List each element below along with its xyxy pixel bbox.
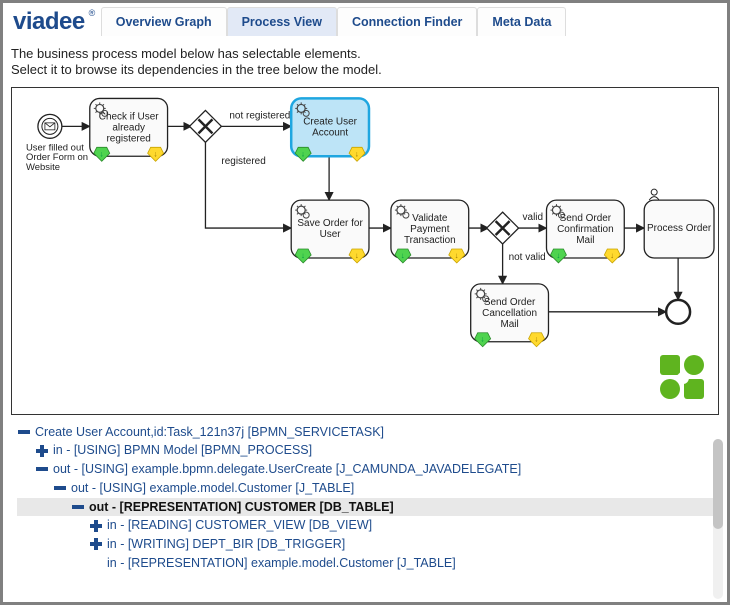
svg-text:↓: ↓ xyxy=(355,250,359,259)
intro-text: The business process model below has sel… xyxy=(3,38,727,85)
svg-text:Account: Account xyxy=(312,127,348,138)
logo-text: viadee xyxy=(13,8,85,35)
svg-text:Payment: Payment xyxy=(410,224,450,235)
svg-text:Validate: Validate xyxy=(412,213,448,224)
tab-process-view[interactable]: Process View xyxy=(227,7,337,36)
svg-text:Save Order for: Save Order for xyxy=(297,218,363,229)
svg-text:User: User xyxy=(320,229,342,240)
logo-reg: ® xyxy=(89,8,95,18)
tree-row[interactable]: out - [USING] example.model.Customer [J_… xyxy=(17,479,717,498)
bpmn-diagram[interactable]: not registered registered valid not valid Us… xyxy=(11,87,719,415)
scrollbar-thumb[interactable] xyxy=(713,439,723,529)
collapse-icon[interactable] xyxy=(53,481,67,495)
task-create[interactable]: Create UserAccount ↓ ↓ xyxy=(291,98,369,161)
svg-text:Process Order: Process Order xyxy=(647,223,712,234)
tree-label: in - [READING] CUSTOMER_VIEW [DB_VIEW] xyxy=(107,516,372,535)
tree-row[interactable]: in - [READING] CUSTOMER_VIEW [DB_VIEW] xyxy=(17,516,717,535)
svg-text:↓: ↓ xyxy=(100,149,104,158)
tab-connection-finder[interactable]: Connection Finder xyxy=(337,7,477,36)
svg-text:Website: Website xyxy=(26,162,60,173)
expand-icon[interactable] xyxy=(35,444,49,458)
svg-text:Send Order: Send Order xyxy=(560,213,612,224)
svg-text:↓: ↓ xyxy=(556,250,560,259)
intro-line-2: Select it to browse its dependencies in … xyxy=(11,62,717,78)
svg-text:↓: ↓ xyxy=(301,149,305,158)
svg-text:Cancellation: Cancellation xyxy=(482,307,537,318)
intro-line-1: The business process model below has sel… xyxy=(11,46,717,62)
corner-logo-icon xyxy=(660,355,706,404)
tree-row[interactable]: in - [REPRESENTATION] example.model.Cust… xyxy=(17,554,717,573)
svg-text:Create User: Create User xyxy=(303,116,357,127)
expand-icon[interactable] xyxy=(89,519,103,533)
tree-label: out - [REPRESENTATION] CUSTOMER [DB_TABL… xyxy=(89,498,394,517)
tree-label: in - [USING] BPMN Model [BPMN_PROCESS] xyxy=(53,441,312,460)
scrollbar[interactable] xyxy=(713,439,723,599)
bpmn-svg: not registered registered valid not valid Us… xyxy=(12,88,718,414)
collapse-icon[interactable] xyxy=(71,500,85,514)
task-process[interactable]: Process Order xyxy=(644,189,714,258)
svg-text:Send Order: Send Order xyxy=(484,296,536,307)
expand-icon[interactable] xyxy=(89,537,103,551)
svg-text:registered: registered xyxy=(106,133,150,144)
tabs: Overview GraphProcess ViewConnection Fin… xyxy=(101,7,567,36)
svg-text:not registered: not registered xyxy=(229,110,290,121)
task-cancel[interactable]: Send OrderCancellationMail ↓ ↓ xyxy=(471,283,549,346)
tab-overview-graph[interactable]: Overview Graph xyxy=(101,7,227,36)
dependency-tree[interactable]: Create User Account,id:Task_121n37j [BPM… xyxy=(3,415,727,577)
svg-text:↓: ↓ xyxy=(301,250,305,259)
collapse-icon[interactable] xyxy=(35,462,49,476)
task-save[interactable]: Save Order forUser ↓ ↓ xyxy=(291,200,369,263)
tree-label: in - [WRITING] DEPT_BIR [DB_TRIGGER] xyxy=(107,535,345,554)
tree-row[interactable]: in - [WRITING] DEPT_BIR [DB_TRIGGER] xyxy=(17,535,717,554)
tree-row[interactable]: out - [USING] example.bpmn.delegate.User… xyxy=(17,460,717,479)
tree-row[interactable]: Create User Account,id:Task_121n37j [BPM… xyxy=(17,423,717,442)
task-confirm[interactable]: Send OrderConfirmationMail ↓ ↓ xyxy=(546,200,624,263)
svg-text:valid: valid xyxy=(523,212,544,223)
svg-text:↓: ↓ xyxy=(154,149,158,158)
svg-text:↓: ↓ xyxy=(610,250,614,259)
svg-text:Check if User: Check if User xyxy=(99,111,160,122)
svg-text:↓: ↓ xyxy=(355,149,359,158)
tree-label: Create User Account,id:Task_121n37j [BPM… xyxy=(35,423,384,442)
tree-label: out - [USING] example.bpmn.delegate.User… xyxy=(53,460,521,479)
svg-text:↓: ↓ xyxy=(401,250,405,259)
svg-text:Confirmation: Confirmation xyxy=(557,224,614,235)
svg-text:↓: ↓ xyxy=(535,334,539,343)
logo: viadee ® xyxy=(13,8,95,36)
tree-label: in - [REPRESENTATION] example.model.Cust… xyxy=(107,554,456,573)
tree-label: out - [USING] example.model.Customer [J_… xyxy=(71,479,354,498)
svg-text:registered: registered xyxy=(221,156,265,167)
svg-text:Mail: Mail xyxy=(500,318,518,329)
tree-row[interactable]: in - [USING] BPMN Model [BPMN_PROCESS] xyxy=(17,441,717,460)
collapse-icon[interactable] xyxy=(17,425,31,439)
task-check[interactable]: Check if Useralreadyregistered↓↓ xyxy=(90,98,168,161)
svg-text:Mail: Mail xyxy=(576,235,594,246)
svg-text:Transaction: Transaction xyxy=(404,235,456,246)
task-validate[interactable]: ValidatePaymentTransaction ↓ ↓ xyxy=(391,200,469,263)
tree-row[interactable]: out - [REPRESENTATION] CUSTOMER [DB_TABL… xyxy=(17,498,717,517)
svg-text:↓: ↓ xyxy=(455,250,459,259)
spacer-icon xyxy=(89,556,103,570)
svg-text:already: already xyxy=(112,122,145,133)
svg-text:↓: ↓ xyxy=(481,334,485,343)
tab-meta-data[interactable]: Meta Data xyxy=(477,7,566,36)
svg-text:not valid: not valid xyxy=(509,251,546,262)
